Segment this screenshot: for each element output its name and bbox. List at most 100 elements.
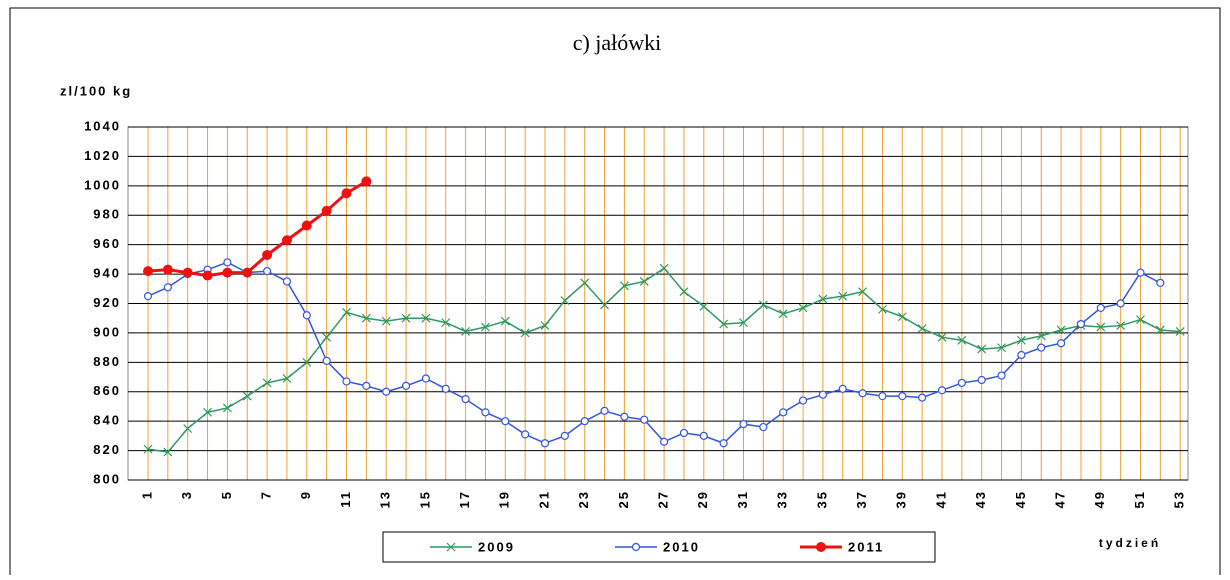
marker (659, 263, 669, 273)
marker (162, 264, 173, 275)
marker (779, 408, 788, 417)
marker (977, 344, 987, 354)
marker (223, 258, 232, 267)
marker (1116, 299, 1125, 308)
x-tick-label: 17 (457, 490, 472, 508)
y-tick-label: 860 (93, 383, 121, 398)
y-tick-label: 820 (93, 442, 121, 457)
marker (798, 396, 808, 405)
marker (461, 395, 470, 404)
y-axis-title: zl/100 kg (60, 83, 132, 98)
marker (937, 386, 947, 395)
marker (858, 389, 867, 398)
marker (540, 321, 550, 330)
marker (322, 356, 331, 365)
marker (401, 313, 411, 323)
marker (302, 357, 312, 367)
x-tick-label: 43 (973, 490, 988, 508)
marker (481, 322, 490, 332)
marker (679, 287, 689, 297)
x-tick-label: 9 (298, 490, 313, 499)
marker (838, 384, 847, 393)
x-tick-label: 21 (536, 490, 551, 508)
x-tick-label: 23 (576, 490, 591, 508)
marker (1076, 319, 1086, 329)
y-tick-label: 840 (93, 413, 121, 428)
marker (441, 318, 451, 328)
marker (659, 437, 669, 446)
marker (222, 403, 232, 413)
marker (281, 235, 292, 246)
x-tick-label: 51 (1132, 490, 1147, 508)
marker (1036, 331, 1046, 341)
x-tick-label: 27 (656, 490, 671, 508)
marker (461, 327, 471, 336)
marker (778, 309, 788, 319)
legend-box (382, 531, 936, 563)
x-tick-label: 31 (735, 490, 750, 508)
marker (739, 318, 748, 328)
marker (183, 424, 193, 433)
marker (361, 313, 371, 323)
marker (918, 393, 927, 402)
marker (421, 374, 430, 383)
chart-title: c) jałówki (573, 30, 662, 55)
marker (202, 270, 213, 281)
marker (878, 392, 887, 401)
marker (481, 408, 490, 417)
marker (917, 324, 927, 333)
marker (143, 444, 153, 454)
marker (580, 417, 589, 426)
x-tick-label: 7 (259, 490, 274, 499)
x-tick-label: 3 (179, 490, 194, 499)
marker (262, 249, 273, 260)
marker (719, 319, 729, 329)
marker (263, 267, 272, 276)
marker (719, 439, 728, 448)
marker (143, 266, 153, 277)
y-tick-label: 1040 (84, 118, 121, 133)
marker (242, 267, 253, 278)
marker (500, 316, 510, 326)
marker (441, 384, 450, 393)
y-tick-label: 960 (93, 236, 121, 251)
marker (362, 381, 371, 390)
marker (143, 292, 153, 301)
marker (560, 431, 569, 440)
marker (341, 188, 352, 199)
legend-label: 2010 (663, 539, 700, 554)
marker (501, 417, 510, 426)
marker (401, 381, 411, 390)
y-tick-label: 980 (93, 207, 121, 222)
marker (1096, 303, 1105, 313)
y-tick-label: 920 (93, 295, 121, 310)
x-tick-label: 53 (1172, 490, 1187, 508)
marker (342, 307, 351, 317)
marker (699, 431, 708, 440)
series-line (147, 261, 1161, 445)
marker (262, 378, 272, 388)
marker (282, 277, 292, 286)
marker (560, 296, 570, 305)
x-tick-label: 45 (1013, 490, 1028, 508)
marker (342, 377, 351, 386)
marker (937, 332, 947, 342)
legend-marker (631, 542, 641, 552)
legend-marker (816, 542, 826, 552)
x-tick-label: 11 (338, 490, 353, 508)
marker (203, 407, 212, 417)
marker (759, 422, 768, 432)
marker (1056, 339, 1066, 348)
marker (1017, 350, 1026, 360)
marker (818, 294, 828, 304)
marker (1136, 315, 1145, 325)
marker (580, 278, 590, 288)
marker (381, 316, 391, 326)
y-tick-label: 900 (93, 324, 121, 339)
x-tick-label: 5 (219, 490, 234, 499)
marker (699, 302, 709, 311)
marker (521, 430, 530, 439)
marker (1136, 268, 1145, 277)
marker (321, 205, 332, 216)
x-axis-title: tydzień (1099, 536, 1161, 550)
